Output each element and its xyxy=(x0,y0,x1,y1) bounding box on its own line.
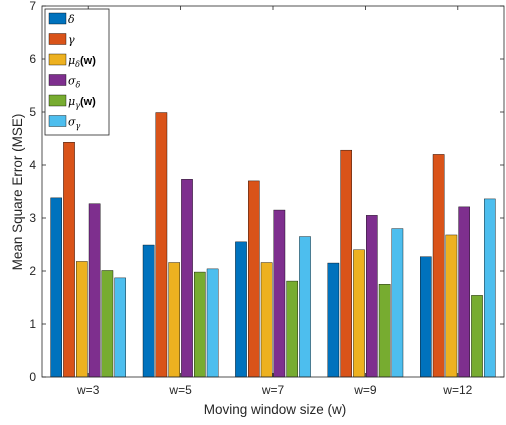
x-axis-label: Moving window size (w) xyxy=(204,402,347,417)
bar-series-1 xyxy=(63,112,445,378)
y-axis-label: Mean Square Error (MSE) xyxy=(10,114,25,271)
bar-0-0 xyxy=(50,197,62,378)
x-tick-label: w=7 xyxy=(261,383,285,397)
bar-2-4 xyxy=(445,234,458,378)
bar-3-2 xyxy=(273,209,286,378)
bar-5-4 xyxy=(484,198,496,378)
bar-4-3 xyxy=(378,284,391,378)
bar-0-2 xyxy=(235,241,247,378)
bar-2-3 xyxy=(353,249,365,378)
y-tick-label: 1 xyxy=(29,317,36,331)
bar-series-3 xyxy=(88,179,471,378)
bar-4-2 xyxy=(286,280,299,378)
bar-3-3 xyxy=(366,215,378,378)
legend-entry: σδ xyxy=(68,75,81,90)
legend-swatch xyxy=(48,53,67,66)
legend-swatch xyxy=(48,12,67,25)
y-tick-label: 3 xyxy=(29,211,36,225)
y-tick-label: 4 xyxy=(29,158,36,172)
bar-3-0 xyxy=(88,203,101,378)
bar-4-1 xyxy=(193,271,206,378)
bar-4-0 xyxy=(101,270,114,378)
bar-1-2 xyxy=(247,180,260,378)
legend: δγ μδ(w) σδ μγ(w) σγ xyxy=(44,8,110,136)
bar-5-2 xyxy=(299,236,311,378)
bar-2-0 xyxy=(75,261,88,378)
legend-entry: σγ xyxy=(68,116,81,131)
bar-5-1 xyxy=(206,268,219,378)
legend-swatch xyxy=(48,94,67,107)
bar-5-3 xyxy=(391,228,404,378)
bar-4-4 xyxy=(471,295,483,378)
bar-3-4 xyxy=(458,206,471,378)
legend-box xyxy=(44,8,110,136)
x-tick-label: w=9 xyxy=(353,383,377,397)
legend-entry: μγ(w) xyxy=(68,95,96,110)
axes: 0 1 2 3 4 5 6 7 w=3 w=5 w=7 w=9 w=12 xyxy=(29,0,505,397)
y-tick-label: 7 xyxy=(29,0,36,13)
legend-swatch xyxy=(48,33,67,45)
bar-5-0 xyxy=(114,277,126,378)
x-tick-label: w=5 xyxy=(168,383,192,397)
bar-1-3 xyxy=(340,149,353,378)
legend-entry: μδ(w) xyxy=(68,54,96,69)
y-tick-label: 0 xyxy=(29,370,36,384)
legend-entry: γ xyxy=(68,34,75,47)
bar-0-3 xyxy=(327,262,340,378)
bar-1-0 xyxy=(63,142,75,378)
legend-swatch xyxy=(48,74,67,86)
bar-2-1 xyxy=(168,262,181,378)
y-tick-label: 5 xyxy=(29,105,36,119)
legend-swatch xyxy=(48,115,67,127)
x-tick-label: w=12 xyxy=(442,383,472,397)
y-tick-label: 6 xyxy=(29,52,36,66)
bar-0-1 xyxy=(142,244,155,378)
y-tick-label: 2 xyxy=(29,264,36,278)
bar-1-4 xyxy=(432,154,445,378)
bar-3-1 xyxy=(181,179,193,378)
bar-0-4 xyxy=(420,256,432,378)
legend-entry: δ xyxy=(68,13,75,26)
bar-2-2 xyxy=(260,262,273,378)
bar-1-1 xyxy=(155,112,168,378)
x-tick-label: w=3 xyxy=(76,383,100,397)
